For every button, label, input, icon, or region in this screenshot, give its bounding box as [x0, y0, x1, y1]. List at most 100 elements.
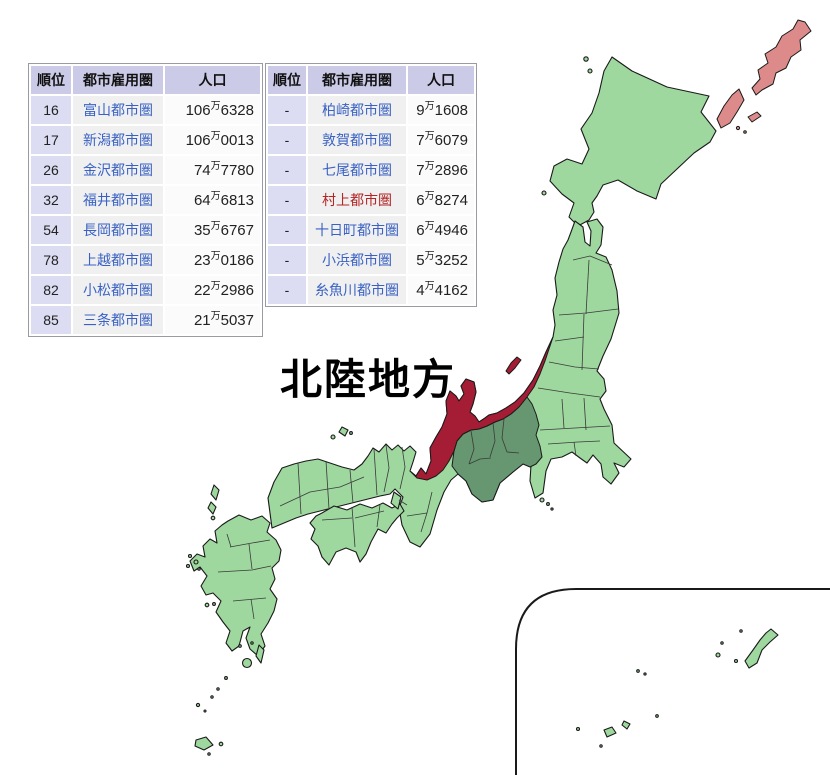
uea-name-cell: 十日町都市圏 — [308, 216, 406, 244]
island-iki — [210, 515, 216, 521]
table-row: - 糸魚川都市圏 4万4162 — [268, 276, 474, 304]
okinawa-inset — [515, 588, 830, 775]
uea-link[interactable]: 糸魚川都市圏 — [315, 282, 399, 298]
header-row: 順位 都市雇用圏 人口 — [268, 66, 474, 94]
rank-cell: 17 — [31, 126, 71, 154]
uea-link[interactable]: 金沢都市圏 — [83, 162, 153, 178]
uea-name-cell: 金沢都市圏 — [73, 156, 163, 184]
column-header: 順位 — [268, 66, 306, 94]
rank-cell: - — [268, 216, 306, 244]
rank-cell: 16 — [31, 96, 71, 124]
table-row: - 柏崎都市圏 9万1608 — [268, 96, 474, 124]
table-row: 26 金沢都市圏 74万7780 — [31, 156, 260, 184]
table-row: 78 上越都市圏 23万0186 — [31, 246, 260, 274]
unit-man: 万 — [424, 160, 435, 172]
column-header: 人口 — [408, 66, 474, 94]
population-cell: 6万8274 — [408, 186, 474, 214]
uea-link[interactable]: 七尾都市圏 — [322, 162, 392, 178]
rank-cell: - — [268, 246, 306, 274]
island-ishigaki — [603, 726, 617, 738]
uea-name-cell: 七尾都市圏 — [308, 156, 406, 184]
column-header: 都市雇用圏 — [308, 66, 406, 94]
population-cell: 4万4162 — [408, 276, 474, 304]
population-cell: 74万7780 — [165, 156, 260, 184]
uea-name-cell: 敦賀都市圏 — [308, 126, 406, 154]
rank-cell: 26 — [31, 156, 71, 184]
uea-link[interactable]: 三条都市圏 — [83, 312, 153, 328]
unit-man: 万 — [210, 160, 221, 172]
population-cell: 7万2896 — [408, 156, 474, 184]
rank-cell: - — [268, 126, 306, 154]
table-row: - 村上都市圏 6万8274 — [268, 186, 474, 214]
column-header: 人口 — [165, 66, 260, 94]
island-hokkaido — [549, 56, 717, 227]
unit-man: 万 — [210, 100, 221, 112]
table-row: 16 富山都市圏 106万6328 — [31, 96, 260, 124]
population-cell: 5万3252 — [408, 246, 474, 274]
uea-name-cell: 富山都市圏 — [73, 96, 163, 124]
uea-link[interactable]: 十日町都市圏 — [315, 222, 399, 238]
population-cell: 22万2986 — [165, 276, 260, 304]
uea-link[interactable]: 柏崎都市圏 — [322, 102, 392, 118]
table-row: 32 福井都市圏 64万6813 — [31, 186, 260, 214]
unit-man: 万 — [424, 190, 435, 202]
uea-link[interactable]: 新潟都市圏 — [83, 132, 153, 148]
unit-man: 万 — [210, 190, 221, 202]
uea-name-cell: 新潟都市圏 — [73, 126, 163, 154]
uea-link[interactable]: 富山都市圏 — [83, 102, 153, 118]
unit-man: 万 — [210, 130, 221, 142]
uea-name-cell: 小松都市圏 — [73, 276, 163, 304]
population-cell: 9万1608 — [408, 96, 474, 124]
uea-name-cell: 小浜都市圏 — [308, 246, 406, 274]
column-header: 都市雇用圏 — [73, 66, 163, 94]
prefecture-borders — [217, 255, 619, 620]
island-yakushima — [241, 657, 253, 669]
hokuriku-mainland — [409, 336, 554, 481]
island-tanegashima — [255, 644, 265, 664]
island-shikotan — [747, 111, 762, 123]
table-row: 85 三条都市圏 21万5037 — [31, 306, 260, 334]
island-sado — [505, 356, 522, 375]
land-base — [185, 56, 717, 756]
uea-name-cell: 長岡都市圏 — [73, 216, 163, 244]
rank-cell: 54 — [31, 216, 71, 244]
uea-link[interactable]: 小浜都市圏 — [322, 252, 392, 268]
island-kunashiri — [716, 88, 745, 129]
rank-cell: 85 — [31, 306, 71, 334]
population-cell: 64万6813 — [165, 186, 260, 214]
population-cell: 35万6767 — [165, 216, 260, 244]
table-row: - 十日町都市圏 6万4946 — [268, 216, 474, 244]
uea-name-cell: 三条都市圏 — [73, 306, 163, 334]
region-northern-territories — [716, 19, 812, 134]
rank-cell: 82 — [31, 276, 71, 304]
rank-cell: - — [268, 186, 306, 214]
island-amami — [194, 736, 214, 751]
table-row: - 敦賀都市圏 7万6079 — [268, 126, 474, 154]
island-okushiri — [541, 190, 547, 196]
table-row: - 七尾都市圏 7万2896 — [268, 156, 474, 184]
table-row: 82 小松都市圏 22万2986 — [31, 276, 260, 304]
unit-man: 万 — [210, 310, 221, 322]
uea-link[interactable]: 福井都市圏 — [83, 192, 153, 208]
island-shikoku — [309, 502, 405, 566]
uea-name-cell: 柏崎都市圏 — [308, 96, 406, 124]
uea-name-cell: 福井都市圏 — [73, 186, 163, 214]
population-cell: 106万6328 — [165, 96, 260, 124]
small-islands — [185, 426, 554, 756]
uea-link[interactable]: 上越都市圏 — [83, 252, 153, 268]
table-row: - 小浜都市圏 5万3252 — [268, 246, 474, 274]
table-row: 54 長岡都市圏 35万6767 — [31, 216, 260, 244]
unit-man: 万 — [210, 220, 221, 232]
rank-cell: 78 — [31, 246, 71, 274]
header-row: 順位 都市雇用圏 人口 — [31, 66, 260, 94]
population-cell: 6万4946 — [408, 216, 474, 244]
uea-link[interactable]: 村上都市圏 — [322, 192, 392, 208]
island-okinawa — [744, 628, 779, 669]
island-miyako — [621, 720, 631, 730]
uea-link[interactable]: 敦賀都市圏 — [322, 132, 392, 148]
unit-man: 万 — [210, 280, 221, 292]
island-awaji — [390, 491, 402, 510]
uea-link[interactable]: 小松都市圏 — [83, 282, 153, 298]
uea-link[interactable]: 長岡都市圏 — [83, 222, 153, 238]
